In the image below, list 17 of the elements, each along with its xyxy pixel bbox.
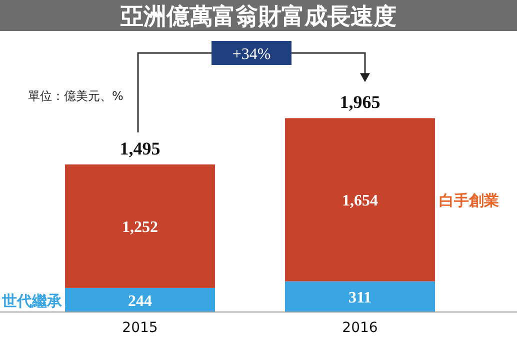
data-label: 1,654 <box>342 192 378 210</box>
bar <box>285 118 435 282</box>
x-tick-label: 2015 <box>122 320 158 336</box>
data-label: 1,252 <box>122 219 158 236</box>
total-label: 1,965 <box>340 92 380 112</box>
bar <box>65 164 215 288</box>
bar <box>65 288 215 312</box>
text: +34% <box>232 46 271 63</box>
bar <box>285 281 435 312</box>
total-label: 1,495 <box>120 138 160 158</box>
series-label: 世代繼承 <box>1 292 63 310</box>
chart-title: 亞洲億萬富翁財富成長速度 <box>120 3 396 30</box>
data-label: 244 <box>128 292 152 310</box>
chart-subtitle: 單位：億美元、% <box>28 89 124 103</box>
data-label: 311 <box>348 290 372 307</box>
x-tick-label: 2016 <box>342 320 378 336</box>
series-label: 白手創業 <box>439 192 499 210</box>
